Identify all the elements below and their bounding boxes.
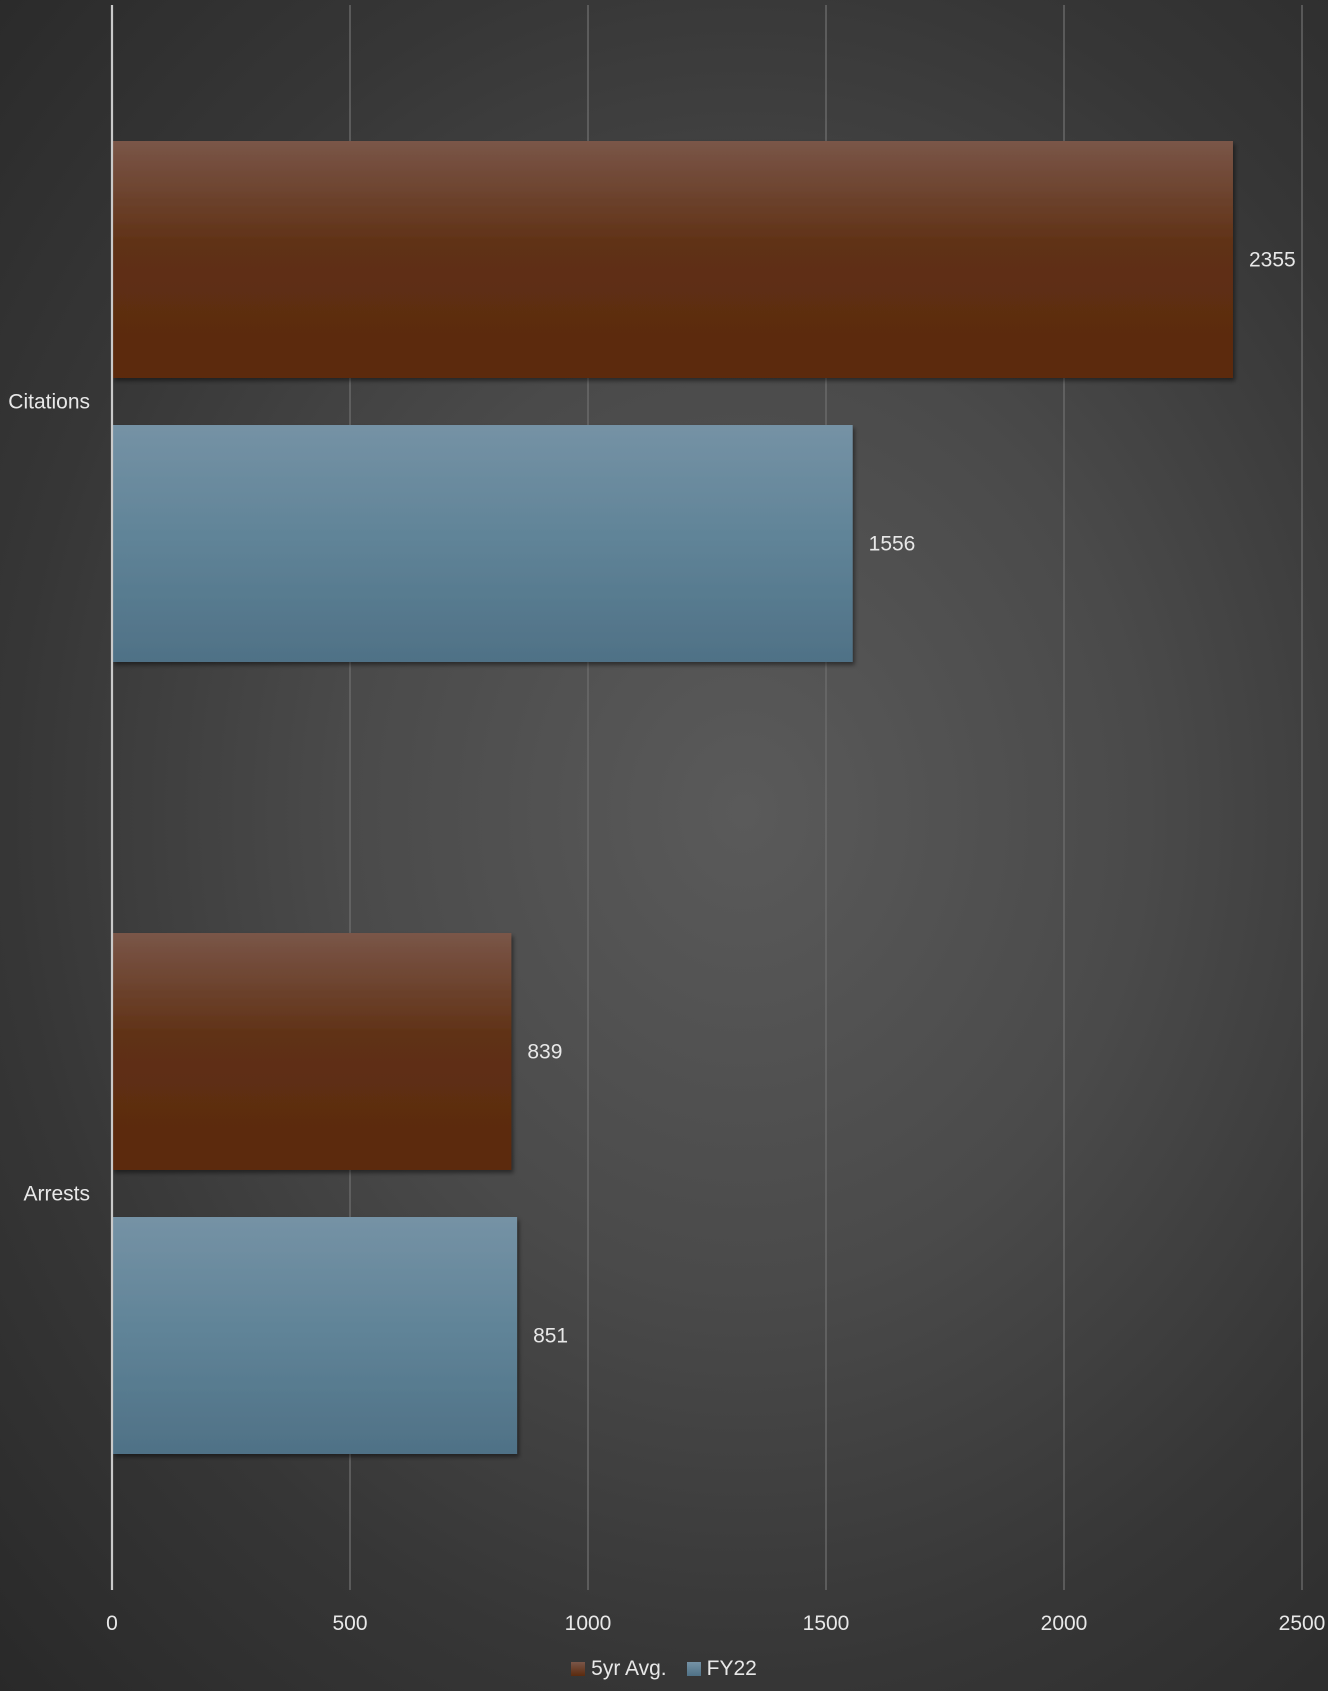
data-label-arrests-5yr-avg: 839 bbox=[527, 1041, 562, 1064]
x-tick-label-0: 0 bbox=[106, 1612, 118, 1635]
category-label-arrests: Arrests bbox=[23, 1183, 90, 1206]
bar-arrests-5yr-avg bbox=[112, 933, 512, 1170]
legend-swatch-5yr-avg bbox=[571, 1661, 586, 1676]
labels: 0 500 1000 1500 2000 2500 2355 1556 Citations 839… bbox=[8, 249, 1325, 1636]
legend-item-5yr-avg: 5yr Avg. bbox=[571, 1658, 667, 1679]
legend-label-fy22: FY22 bbox=[706, 1657, 757, 1680]
x-tick-label-500: 500 bbox=[332, 1612, 367, 1635]
legend-label-5yr-avg: 5yr Avg. bbox=[591, 1657, 667, 1680]
data-label-citations-5yr-avg: 2355 bbox=[1249, 249, 1296, 272]
bar-citations-5yr-avg bbox=[112, 141, 1233, 378]
category-label-citations: Citations bbox=[8, 391, 90, 414]
x-tick-label-1500: 1500 bbox=[803, 1612, 850, 1635]
bar-arrests-fy22 bbox=[112, 1217, 518, 1454]
x-tick-label-1000: 1000 bbox=[565, 1612, 612, 1635]
data-label-arrests-fy22: 851 bbox=[533, 1325, 568, 1348]
x-tick-label-2000: 2000 bbox=[1041, 1612, 1088, 1635]
data-label-citations-fy22: 1556 bbox=[869, 533, 916, 556]
legend-item-fy22: FY22 bbox=[686, 1657, 757, 1680]
x-tick-label-2500: 2500 bbox=[1279, 1612, 1326, 1635]
legend: 5yr Avg. FY22 bbox=[0, 1658, 1328, 1679]
bars bbox=[112, 141, 1233, 1454]
legend-swatch-fy22 bbox=[686, 1661, 701, 1676]
bar-citations-fy22 bbox=[112, 425, 853, 662]
